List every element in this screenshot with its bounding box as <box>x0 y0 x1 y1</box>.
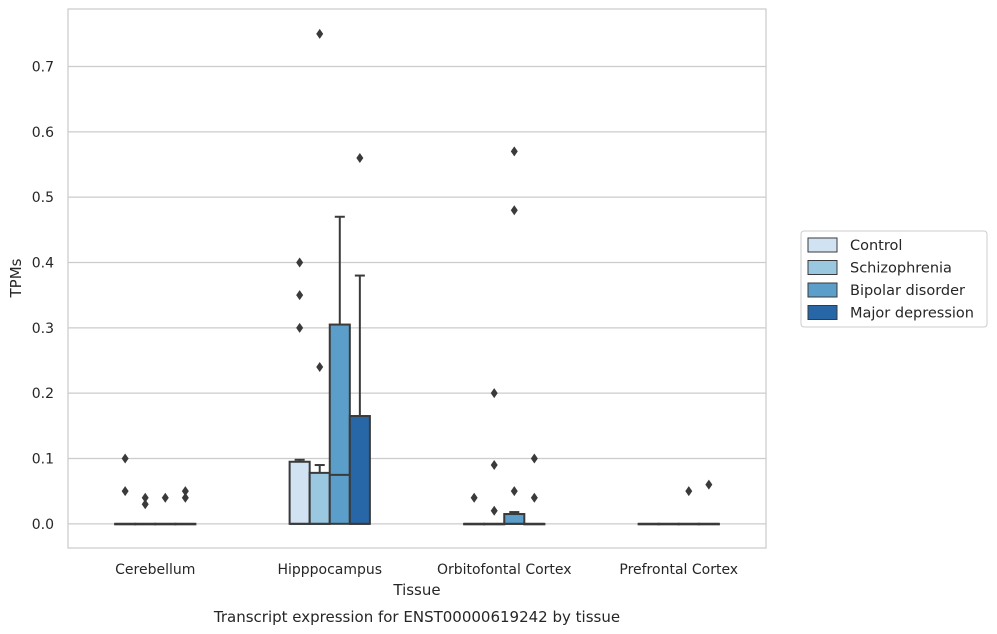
legend-swatch <box>807 260 838 275</box>
box-group <box>328 215 351 525</box>
outlier-point <box>510 146 518 157</box>
y-tick-labels: 0.0 0.1 0.2 0.3 0.4 0.5 0.6 0.7 <box>32 59 54 532</box>
outlier-point <box>356 152 364 163</box>
outlier-point <box>316 28 324 39</box>
legend-entry: Control <box>850 238 902 254</box>
legend: Control Schizophrenia Bipolar disorder Majo… <box>800 230 988 328</box>
y-tick-label: 0.4 <box>32 255 54 271</box>
plot-area <box>67 8 767 549</box>
outlier-point <box>181 486 189 497</box>
outlier-point <box>705 479 713 490</box>
legend-swatch <box>807 305 838 320</box>
legend-frame <box>800 230 988 328</box>
y-tick-label: 0.6 <box>32 125 54 141</box>
x-tick-label: Cerebellum <box>115 562 195 578</box>
outlier-point <box>490 460 498 471</box>
box-group <box>308 28 331 525</box>
x-tick-labels: Cerebellum Hipppocampus Orbitofontal Corte… <box>115 562 738 578</box>
outlier-point <box>181 492 189 503</box>
outlier-point <box>470 492 478 503</box>
outlier-point <box>490 505 498 516</box>
box-group <box>288 257 311 525</box>
box-group <box>697 479 720 526</box>
outlier-point <box>530 492 538 503</box>
box-rect <box>503 513 526 525</box>
box-group <box>114 453 137 526</box>
chart-title: Transcript expression for ENST0000061924… <box>213 608 620 626</box>
legend-entry: Major depression <box>850 306 974 322</box>
box-group <box>154 492 177 526</box>
outlier-point <box>316 362 324 373</box>
y-tick-label: 0.3 <box>32 321 54 337</box>
outlier-point <box>141 492 149 503</box>
outlier-point <box>296 257 304 268</box>
box-group <box>483 388 506 526</box>
boxes <box>114 28 720 526</box>
box-rect <box>288 460 311 525</box>
box-group <box>348 152 371 525</box>
outlier-point <box>490 388 498 399</box>
box-rect <box>348 415 371 525</box>
y-tick-label: 0.7 <box>32 59 54 75</box>
box-group <box>637 522 660 526</box>
box-group <box>503 146 526 525</box>
y-axis-label: TPMs <box>7 258 25 298</box>
outlier-point <box>510 486 518 497</box>
outlier-point <box>296 290 304 301</box>
legend-entry: Schizophrenia <box>850 261 952 277</box>
x-tick-label: Prefrontal Cortex <box>619 562 738 578</box>
outlier-point <box>141 499 149 510</box>
outlier-point <box>510 205 518 216</box>
outlier-point <box>685 486 693 497</box>
box-group <box>657 522 680 526</box>
x-axis-label: Tissue <box>392 581 440 599</box>
legend-swatch <box>807 282 838 298</box>
legend-entry: Bipolar disorder <box>850 283 965 299</box>
legend-swatch <box>807 237 838 253</box>
gridlines <box>68 65 766 525</box>
box-group <box>463 492 486 526</box>
y-tick-label: 0.0 <box>32 517 54 533</box>
legend-items: Control Schizophrenia Bipolar disorder Majo… <box>807 237 974 322</box>
box-group <box>174 486 197 526</box>
outlier-point <box>530 453 538 464</box>
x-tick-label: Orbitofontal Cortex <box>437 562 572 578</box>
outlier-point <box>161 492 169 503</box>
box-group <box>134 492 157 526</box>
box-rect <box>308 471 331 525</box>
outlier-point <box>121 486 129 497</box>
box-rect <box>328 323 351 525</box>
box-group <box>523 453 546 526</box>
outlier-point <box>121 453 129 464</box>
y-tick-label: 0.5 <box>32 190 54 206</box>
box-group <box>677 486 700 526</box>
outlier-point <box>296 322 304 333</box>
x-tick-label: Hipppocampus <box>277 562 382 578</box>
y-tick-label: 0.1 <box>32 451 54 467</box>
y-tick-label: 0.2 <box>32 386 54 402</box>
